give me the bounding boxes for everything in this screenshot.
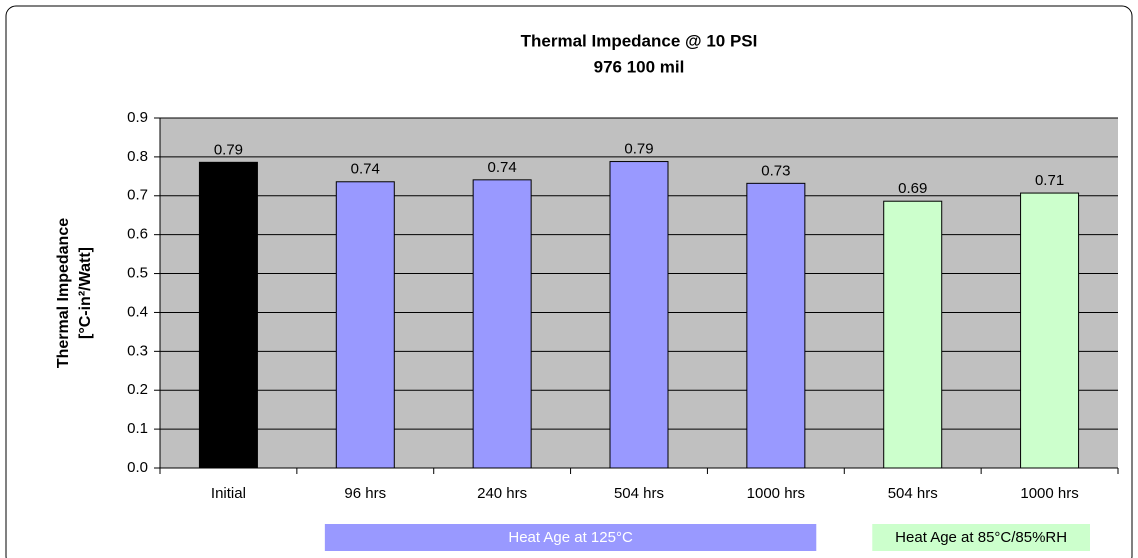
bar — [883, 200, 943, 469]
y-tick-label: 0.1 — [127, 420, 148, 437]
value-label: 0.74 — [351, 161, 380, 178]
value-label: 0.79 — [214, 141, 243, 158]
bar — [746, 182, 806, 469]
bar — [609, 161, 669, 469]
value-label: 0.79 — [624, 141, 653, 158]
y-tick-label: 0.3 — [127, 342, 148, 359]
x-tick-label: 1000 hrs — [1020, 485, 1078, 502]
y-tick-label: 0.6 — [127, 226, 148, 243]
y-tick-label: 0.0 — [127, 459, 148, 476]
y-axis-label: Thermal Impedance — [55, 218, 72, 368]
x-tick-label: Initial — [211, 485, 246, 502]
x-tick-label: 240 hrs — [477, 485, 527, 502]
y-tick-label: 0.9 — [127, 109, 148, 126]
bar — [1020, 192, 1080, 469]
group-box — [872, 524, 1090, 551]
bar — [472, 179, 532, 469]
value-label: 0.69 — [898, 180, 927, 197]
value-label: 0.74 — [488, 159, 517, 176]
value-label: 0.73 — [761, 162, 790, 179]
group-label: Heat Age at 125°C — [508, 529, 633, 546]
value-label: 0.71 — [1035, 172, 1064, 189]
x-tick-label: 1000 hrs — [747, 485, 805, 502]
group-label: Heat Age at 85°C/85%RH — [895, 529, 1067, 546]
y-tick-label: 0.7 — [127, 187, 148, 204]
bar — [198, 161, 258, 469]
chart-subtitle: 976 100 mil — [594, 57, 685, 76]
y-tick-label: 0.4 — [127, 303, 148, 320]
y-tick-label: 0.5 — [127, 265, 148, 282]
x-tick-label: 504 hrs — [888, 485, 938, 502]
group-box — [324, 524, 817, 551]
y-tick-label: 0.8 — [127, 148, 148, 165]
y-tick-label: 0.2 — [127, 381, 148, 398]
x-tick-label: 504 hrs — [614, 485, 664, 502]
y-axis-label: [°C-in²/Watt] — [77, 247, 94, 339]
chart-title: Thermal Impedance @ 10 PSI — [521, 31, 758, 50]
x-tick-label: 96 hrs — [344, 485, 386, 502]
bar — [335, 181, 395, 469]
